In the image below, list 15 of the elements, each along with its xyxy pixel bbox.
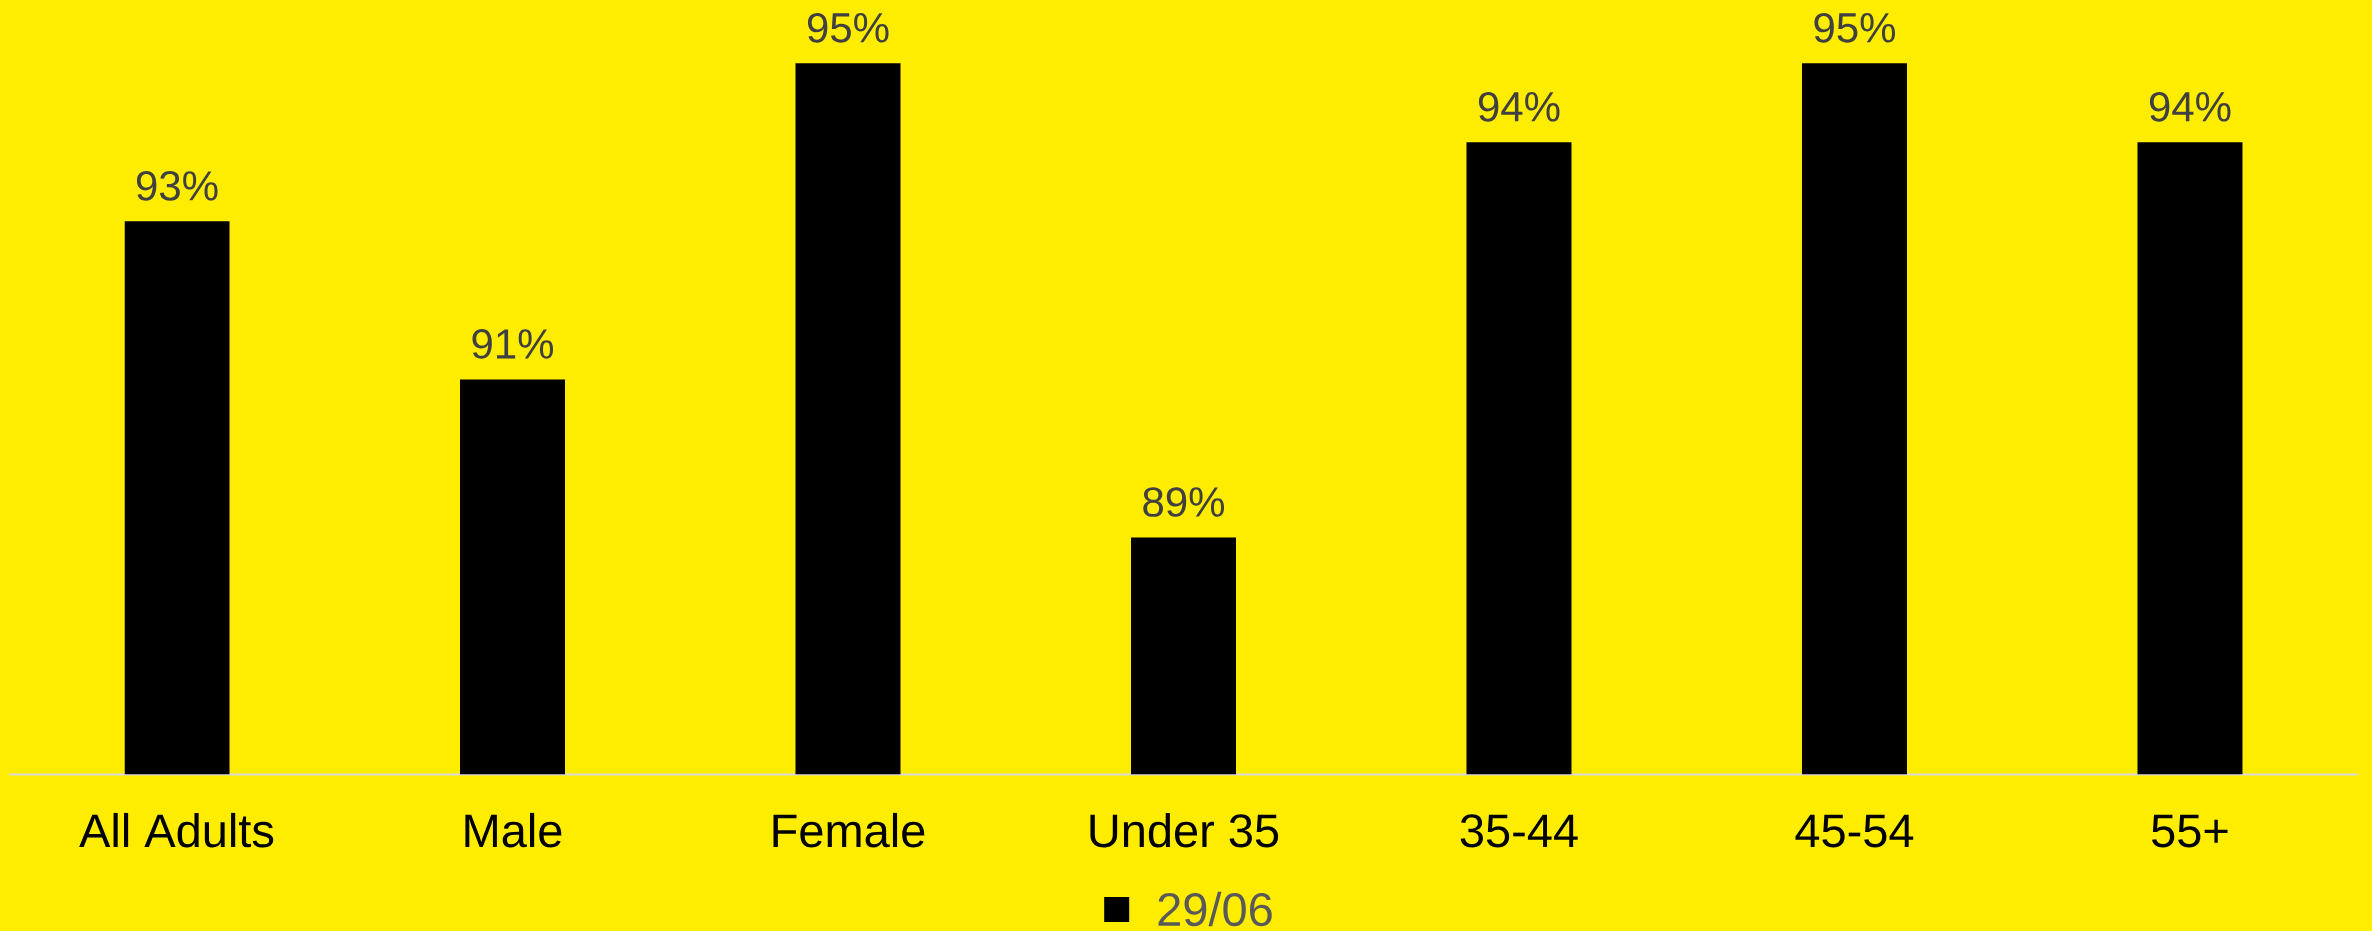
x-tick-label: Male	[465, 812, 562, 848]
data-label: 94%	[2149, 91, 2231, 122]
legend-label: 29/06	[1158, 891, 1272, 927]
data-label: 94%	[1478, 91, 1560, 122]
x-tick-label: 35-44	[1460, 814, 1578, 848]
data-label: 91%	[472, 329, 554, 359]
data-label: 95%	[807, 12, 889, 43]
x-tick-label: Female	[773, 812, 925, 848]
x-tick-label: 45-54	[1795, 814, 1914, 848]
x-tick-label: 55+	[2152, 814, 2228, 848]
data-label: 89%	[1143, 487, 1225, 517]
data-label: 93%	[136, 170, 218, 201]
x-tick-label: Under 35	[1090, 812, 1279, 848]
x-tick-label: All Adults	[79, 812, 274, 848]
data-label: 95%	[1814, 12, 1896, 43]
